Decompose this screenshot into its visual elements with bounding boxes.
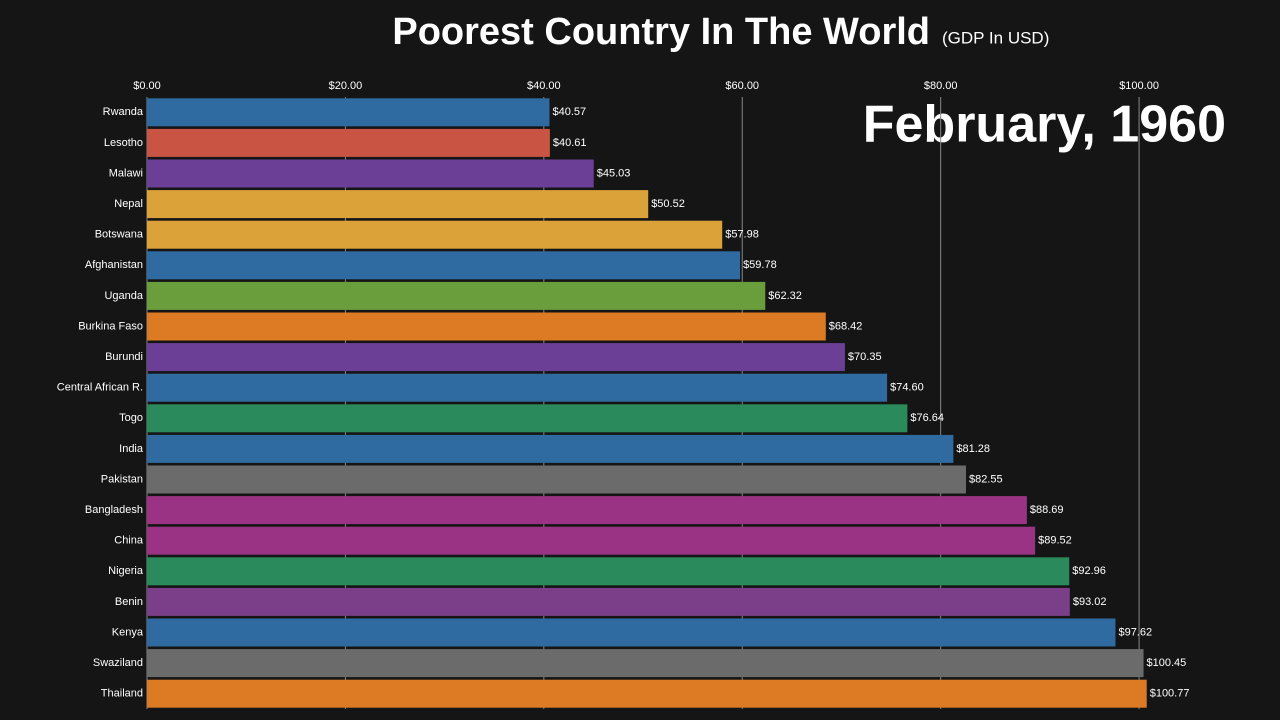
date-annotation: February, 1960 [863,96,1226,154]
y-tick-label: Pakistan [101,473,143,485]
value-label: $89.52 [1038,535,1072,547]
value-label: $62.32 [768,290,802,302]
x-tick-label: $100.00 [1119,80,1159,92]
bars: Rwanda $40.57 Lesotho $40.61 Malawi $45.03 Nep… [57,98,1190,708]
value-label: $40.57 [552,106,586,118]
value-label: $82.55 [969,473,1003,485]
y-tick-label: Nigeria [108,565,144,577]
chart-title: Poorest Country In The World [392,11,930,53]
value-label: $92.96 [1072,565,1106,577]
y-tick-label: Swaziland [93,657,143,669]
x-tick-label: $40.00 [527,80,561,92]
value-label: $57.98 [725,229,759,241]
value-label: $74.60 [890,382,924,394]
y-tick-label: Thailand [101,688,143,700]
bar [147,190,649,219]
value-label: $81.28 [956,443,990,455]
y-tick-label: Burundi [105,351,143,363]
value-label: $93.02 [1073,596,1107,608]
x-tick-label: $20.00 [329,80,363,92]
x-tick-label: $80.00 [924,80,958,92]
bar [147,465,966,494]
value-label: $97.62 [1118,626,1152,638]
bar [147,312,826,341]
y-tick-label: Central African R. [57,382,143,394]
y-tick-label: Togo [119,412,143,424]
bar [147,557,1070,586]
bar [147,98,550,127]
bar [147,496,1027,525]
y-tick-label: Afghanistan [85,259,143,271]
bar [147,251,741,280]
y-tick-label: Burkina Faso [78,320,143,332]
value-label: $59.78 [743,259,777,271]
y-tick-label: Bangladesh [85,504,143,516]
bar [147,220,723,249]
bar [147,526,1036,555]
value-label: $50.52 [651,198,685,210]
bar [147,404,908,433]
value-label: $100.45 [1147,657,1187,669]
bar [147,587,1070,616]
y-tick-label: Malawi [109,167,143,179]
y-tick-label: China [114,535,144,547]
y-tick-label: Botswana [95,229,144,241]
bar [147,373,888,402]
value-label: $76.64 [910,412,944,424]
y-tick-label: Rwanda [103,106,144,118]
value-label: $70.35 [848,351,882,363]
bar [147,649,1144,678]
value-label: $45.03 [597,167,631,179]
bar [147,434,954,463]
x-tick-label: $60.00 [725,80,759,92]
bar [147,281,766,310]
bar [147,679,1147,708]
chart-subtitle: (GDP In USD) [942,28,1049,47]
y-tick-label: Nepal [114,198,143,210]
value-label: $100.77 [1150,688,1190,700]
y-tick-label: Lesotho [104,137,143,149]
value-label: $68.42 [829,320,863,332]
bar [147,159,594,188]
y-tick-label: India [119,443,144,455]
y-tick-label: Uganda [104,290,143,302]
value-label: $88.69 [1030,504,1064,516]
bar [147,618,1116,647]
x-tick-label: $0.00 [133,80,161,92]
bar [147,128,550,157]
y-tick-label: Kenya [112,626,144,638]
y-tick-label: Benin [115,596,143,608]
bar [147,343,845,372]
value-label: $40.61 [553,137,587,149]
